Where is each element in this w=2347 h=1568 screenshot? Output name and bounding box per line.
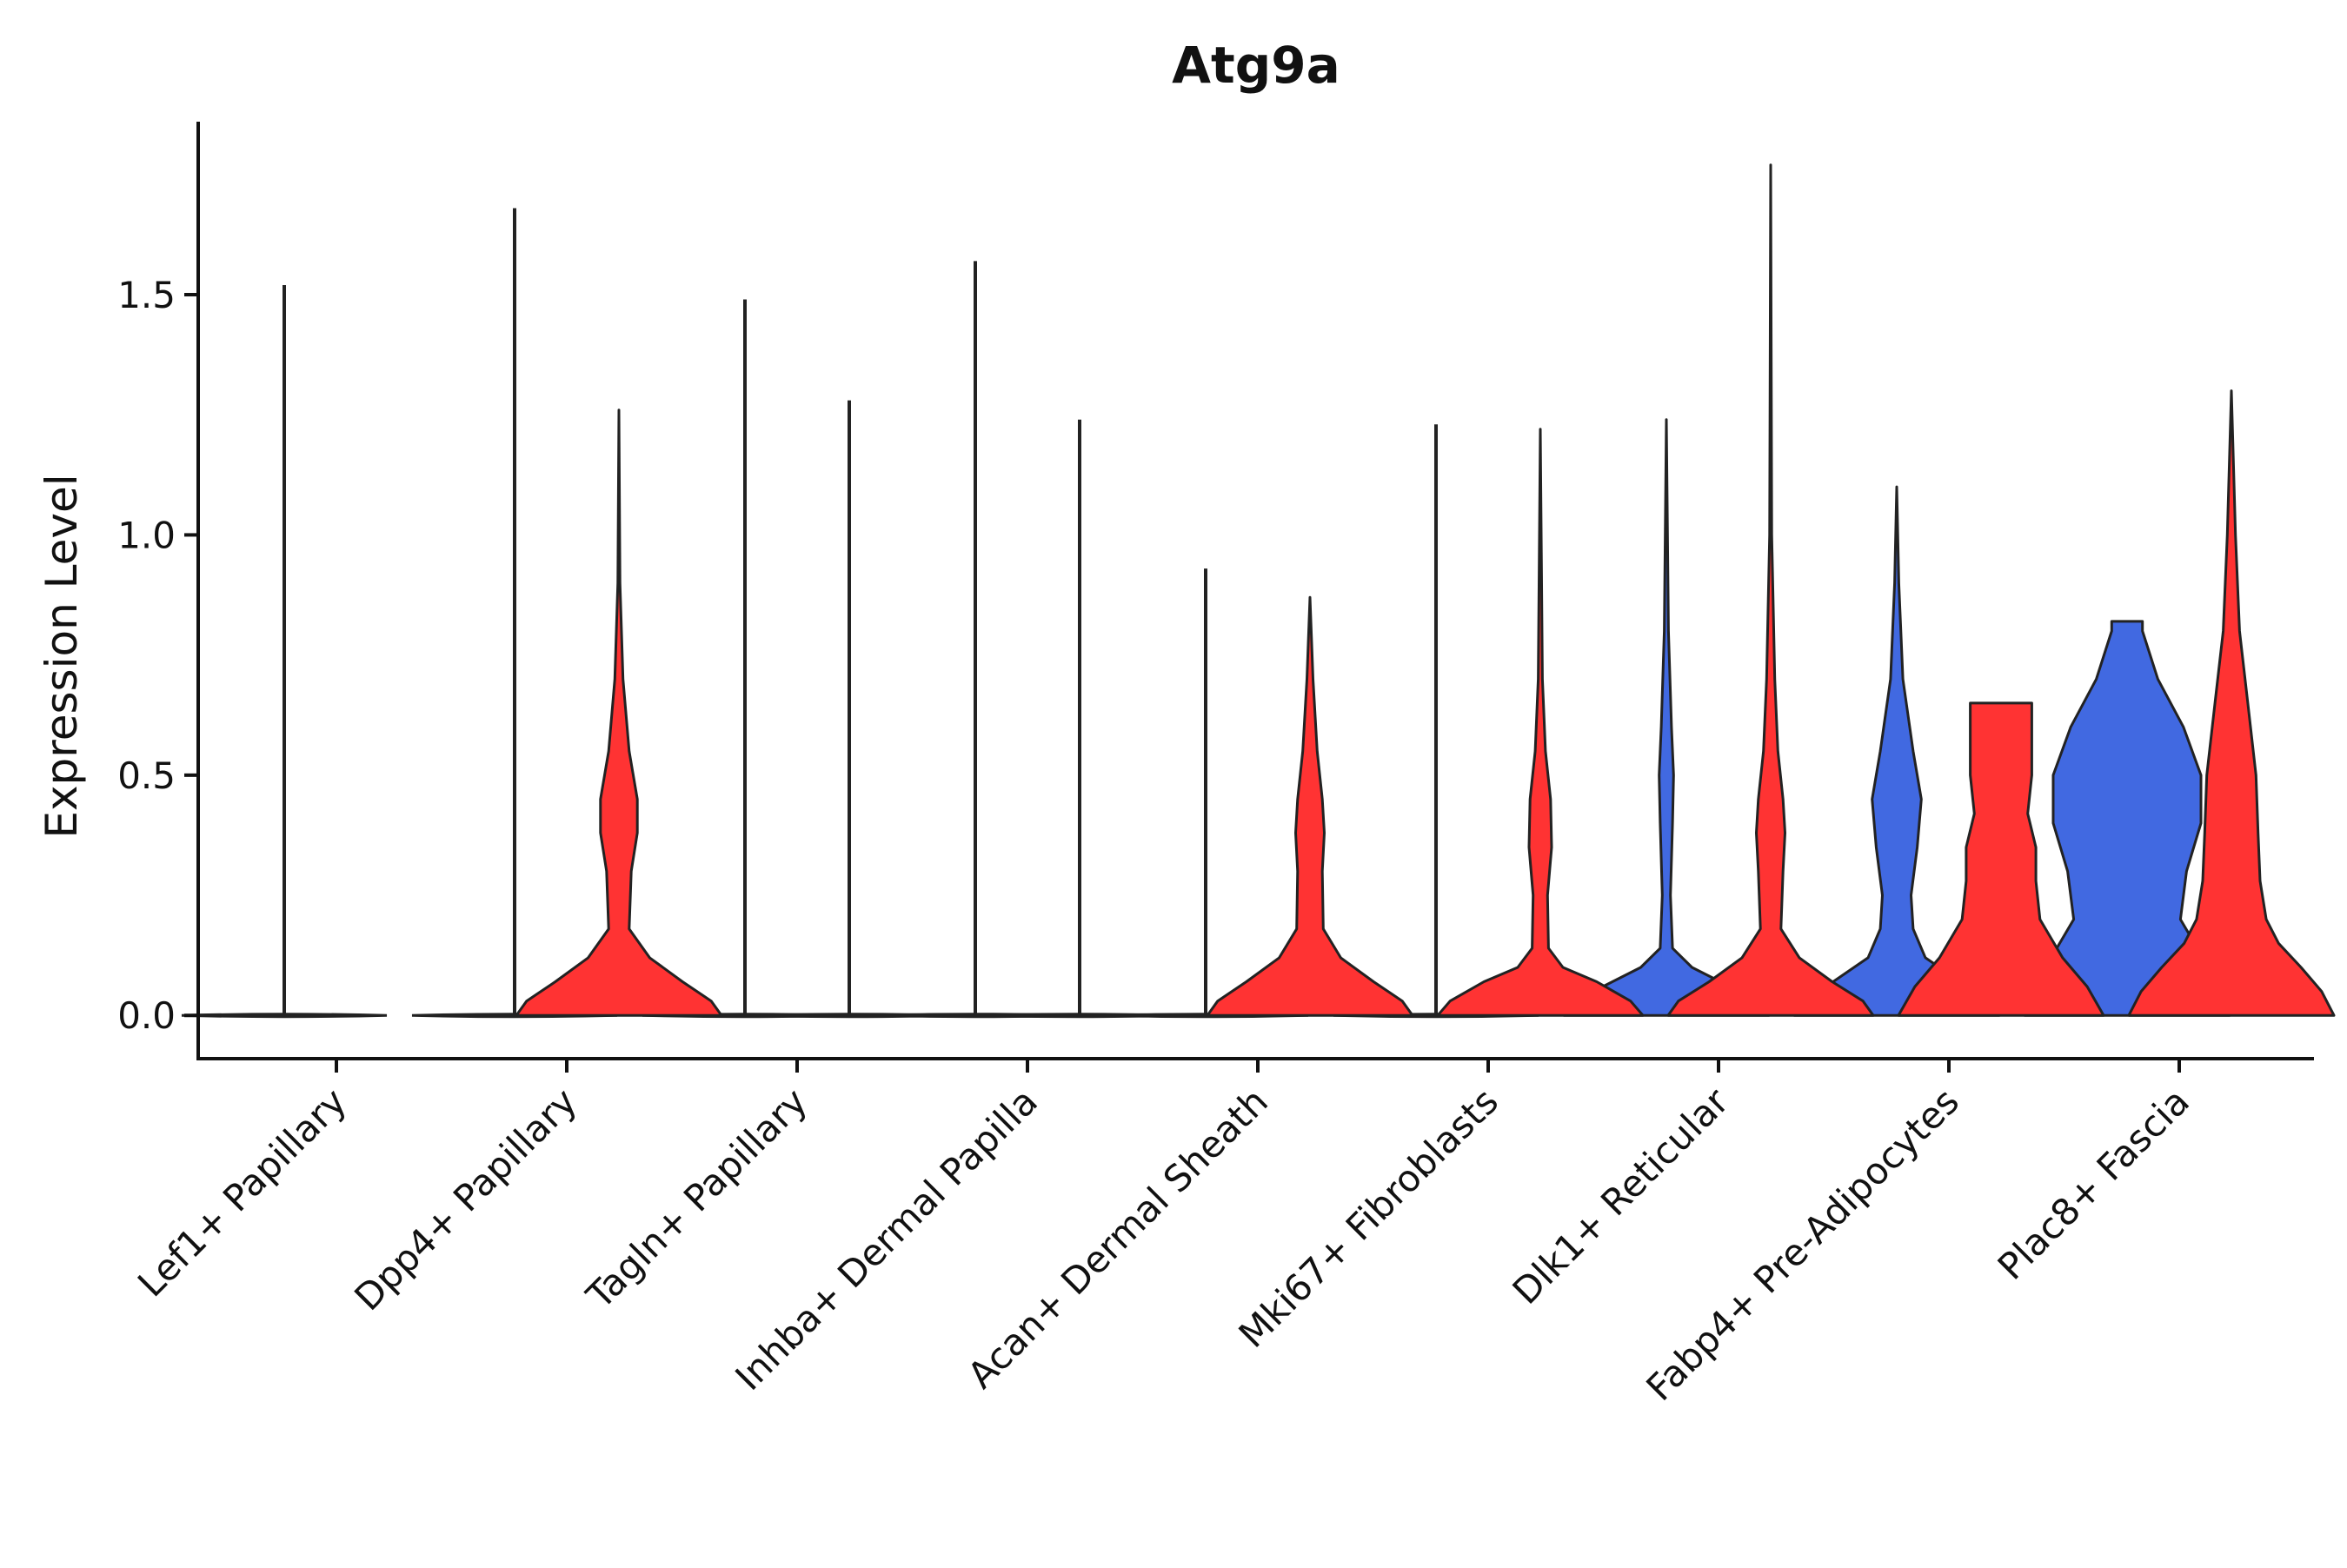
violin-plac8-fascia-group-blue [2023, 620, 2231, 1017]
y-tick-label: 0.5 [117, 754, 176, 797]
violin-acan-dermal-sheath-group-red [1206, 595, 1414, 1017]
x-tick-label-dlk1-reticular: Dlk1+ Reticular [1505, 1080, 1738, 1312]
violin-dpp4-papillary-group-red [515, 409, 723, 1017]
violin-mki67-fibroblasts-group-red [1436, 428, 1645, 1017]
violin-lef1-papillary-group-blue-base [181, 1013, 388, 1019]
y-tick-label: 1.0 [117, 514, 176, 556]
x-tick-label-plac8-fascia: Plac8+ Fascia [1990, 1080, 2197, 1287]
violin-plac8-fascia-group-red [2127, 389, 2336, 1017]
y-axis-title: Expression Level [37, 474, 87, 838]
violins-layer [181, 163, 2336, 1019]
y-tick-label: 1.5 [117, 274, 176, 316]
chart-title: Atg9a [1172, 36, 1340, 95]
violin-dlk1-reticular-group-blue [1562, 418, 1771, 1017]
violin-inhba-dermal-papilla-group-red-base [976, 1013, 1183, 1019]
x-tick-label-lef1-papillary: Lef1+ Papillary [130, 1080, 355, 1305]
x-tick-label-mki67-fibroblasts: Mki67+ Fibroblasts [1231, 1080, 1506, 1355]
violin-fabp4-pre-adipocytes-group-red [1897, 701, 2105, 1017]
violin-fabp4-pre-adipocytes-group-blue [1792, 485, 2001, 1017]
x-tick-label-tagln-papillary: Tagln+ Papillary [578, 1080, 815, 1317]
x-tick-label-dpp4-papillary: Dpp4+ Papillary [346, 1080, 585, 1319]
violin-tagln-papillary-group-red-base [746, 1013, 953, 1019]
violin-dlk1-reticular-group-red [1666, 163, 1875, 1017]
y-tick-label: 0.0 [117, 994, 176, 1037]
